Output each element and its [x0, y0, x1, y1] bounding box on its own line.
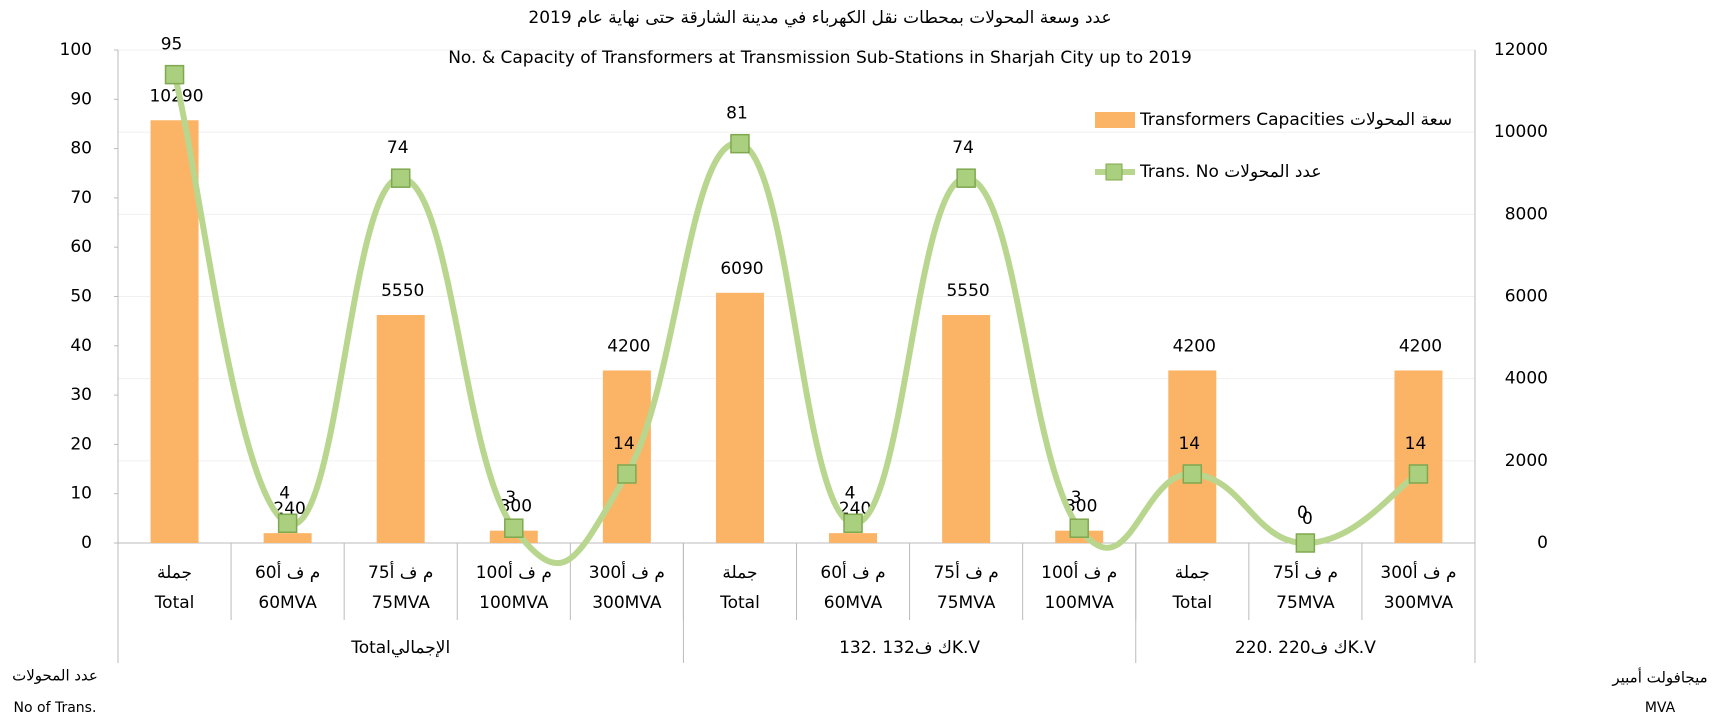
data-label: 4: [845, 483, 856, 503]
bar: [715, 292, 764, 543]
x-tick-label: 60MVA: [258, 593, 317, 613]
x-tick-label: 75MVA: [1276, 593, 1335, 613]
x-tick-label: Total: [1171, 593, 1212, 613]
data-label: 81: [726, 104, 748, 124]
marker: [956, 168, 976, 188]
data-label: 4200: [1173, 336, 1216, 356]
y2-tick-label: 8000: [1505, 204, 1548, 224]
x-tick-label: 300MVA: [1384, 593, 1454, 613]
y2-tick-label: 12000: [1494, 40, 1548, 60]
data-label: 5550: [946, 281, 989, 301]
data-label: 300: [1065, 497, 1097, 517]
group-label: Totalالإجمالي: [350, 638, 450, 658]
legend-swatch: [1105, 163, 1123, 181]
x-tick-label: 300MVA: [592, 593, 662, 613]
x-tick-label: Total: [719, 593, 760, 613]
x-tick-label: 100م ف أ: [476, 561, 552, 583]
legend-label: Transformers Capacities سعة المحولات: [1139, 110, 1452, 130]
bar: [1168, 370, 1217, 543]
marker: [164, 64, 185, 85]
y-tick-label: 10: [70, 484, 92, 504]
x-tick-label: 60م ف أ: [820, 561, 885, 583]
bar: [150, 120, 199, 543]
bar: [263, 533, 312, 543]
x-tick-label: Total: [154, 593, 195, 613]
bar: [829, 533, 878, 543]
x-tick-label: 75م ف أ: [933, 561, 998, 583]
data-label: 6090: [720, 259, 763, 279]
x-tick-label: 75م ف أ: [1273, 561, 1338, 583]
x-tick-label: 100MVA: [479, 593, 549, 613]
marker: [1295, 533, 1316, 553]
data-label: 95: [161, 35, 183, 55]
y2-tick-label: 4000: [1505, 369, 1548, 389]
y2-axis-label: MVA: [1645, 700, 1676, 716]
x-tick-label: جملة: [157, 563, 192, 583]
y-tick-label: 80: [70, 139, 92, 159]
marker: [1182, 464, 1203, 484]
y-tick-label: 0: [81, 533, 92, 553]
marker: [390, 168, 411, 188]
data-label: 14: [1405, 434, 1427, 454]
marker: [1069, 518, 1089, 538]
group-label: ك ف220 .220K.V: [1235, 638, 1376, 658]
y2-axis-label: ميجافولت أمبير: [1611, 668, 1707, 687]
y-tick-label: 60: [70, 237, 92, 257]
x-tick-label: 300م ف أ: [1380, 561, 1456, 583]
data-label: 4200: [607, 336, 650, 356]
x-tick-label: 75MVA: [371, 593, 430, 613]
y-tick-label: 20: [70, 434, 92, 454]
y-tick-label: 90: [70, 89, 92, 109]
data-label: 74: [952, 138, 974, 158]
x-tick-label: 75م ف أ: [368, 561, 433, 583]
group-label: ك ف132 .132K.V: [839, 638, 980, 658]
data-label: 4: [279, 483, 290, 503]
chart-subtitle: No. & Capacity of Transformers at Transm…: [448, 48, 1192, 68]
bar: [602, 370, 651, 543]
data-label: 0: [1302, 509, 1313, 529]
y-tick-label: 30: [70, 385, 92, 405]
data-label: 3: [505, 488, 516, 508]
marker: [277, 513, 298, 534]
x-tick-label: 300م ف أ: [589, 561, 665, 583]
y-tick-label: 40: [70, 336, 92, 356]
data-label: 300: [500, 497, 532, 517]
chart-title: عدد وسعة المحولات بمحطات نقل الكهرباء في…: [528, 8, 1111, 28]
marker: [1408, 464, 1429, 484]
data-label: 14: [1178, 434, 1200, 454]
legend-swatch: [1095, 112, 1135, 128]
data-label: 3: [1071, 488, 1082, 508]
data-label: 0: [1297, 503, 1308, 523]
x-tick-label: 100MVA: [1045, 593, 1115, 613]
y-axis-label: عدد المحولات: [12, 667, 98, 685]
bar: [1394, 370, 1443, 543]
bar: [942, 314, 991, 543]
y-tick-label: 70: [70, 188, 92, 208]
line: [171, 73, 1421, 566]
marker: [843, 513, 863, 534]
x-tick-label: جملة: [722, 563, 757, 583]
x-tick-label: 60م ف أ: [255, 561, 320, 583]
x-tick-label: 60MVA: [824, 593, 883, 613]
legend-label: Trans. No عدد المحولات: [1139, 162, 1322, 182]
y2-tick-label: 6000: [1505, 287, 1548, 307]
x-tick-label: جملة: [1175, 563, 1210, 583]
y2-tick-label: 10000: [1494, 122, 1548, 142]
y2-tick-label: 2000: [1505, 451, 1548, 471]
marker: [617, 464, 637, 484]
x-tick-label: 100م ف أ: [1041, 561, 1117, 583]
marker: [730, 133, 750, 154]
y2-tick-label: 0: [1537, 533, 1548, 553]
x-tick-label: 75MVA: [937, 593, 996, 613]
marker: [504, 518, 524, 538]
y-tick-label: 100: [60, 40, 92, 60]
y-axis-label: No of Trans.: [14, 700, 97, 716]
data-label: 4200: [1399, 336, 1442, 356]
data-label: 5550: [381, 281, 424, 301]
data-label: 14: [613, 434, 635, 454]
bar: [376, 314, 425, 543]
data-label: 74: [387, 138, 409, 158]
y-tick-label: 50: [70, 287, 92, 307]
